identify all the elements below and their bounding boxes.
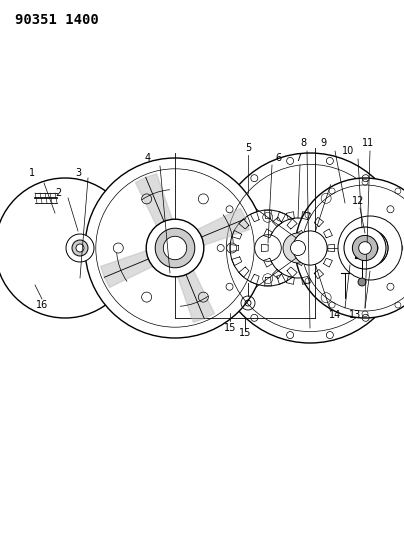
Text: 3: 3 <box>75 168 81 178</box>
Polygon shape <box>101 251 153 287</box>
Circle shape <box>163 236 187 260</box>
Text: 15: 15 <box>239 328 251 338</box>
Text: 12: 12 <box>352 196 364 206</box>
Circle shape <box>85 158 265 338</box>
Bar <box>298 238 345 258</box>
Text: 2: 2 <box>55 188 61 198</box>
Circle shape <box>283 233 313 263</box>
Circle shape <box>215 153 404 343</box>
Circle shape <box>293 231 327 265</box>
Circle shape <box>255 235 281 261</box>
Circle shape <box>352 236 378 261</box>
Text: 7: 7 <box>295 153 301 163</box>
Polygon shape <box>178 270 215 322</box>
Circle shape <box>66 234 94 262</box>
Circle shape <box>352 230 388 266</box>
Text: 13: 13 <box>349 310 361 320</box>
Text: 5: 5 <box>245 143 251 153</box>
Circle shape <box>295 178 404 318</box>
Text: 10: 10 <box>342 146 354 156</box>
Circle shape <box>146 219 204 277</box>
Circle shape <box>344 227 386 269</box>
Text: 90351 1400: 90351 1400 <box>15 13 99 27</box>
Circle shape <box>76 244 84 252</box>
Text: 14: 14 <box>329 310 341 320</box>
Text: 11: 11 <box>362 138 374 148</box>
Circle shape <box>268 218 328 278</box>
Circle shape <box>362 240 378 256</box>
Text: 4: 4 <box>145 153 151 163</box>
Text: 9: 9 <box>320 138 326 148</box>
Circle shape <box>357 235 383 261</box>
Circle shape <box>338 216 402 280</box>
Circle shape <box>290 240 305 255</box>
Text: 8: 8 <box>300 138 306 148</box>
Circle shape <box>72 240 88 256</box>
Circle shape <box>230 210 306 286</box>
Circle shape <box>340 218 400 278</box>
Text: 16: 16 <box>36 300 48 310</box>
Circle shape <box>0 178 135 318</box>
Circle shape <box>358 278 366 286</box>
Circle shape <box>359 241 371 254</box>
Circle shape <box>155 228 195 268</box>
Text: 15: 15 <box>224 323 236 333</box>
Text: 1: 1 <box>29 168 35 178</box>
Text: 6: 6 <box>275 153 281 163</box>
Polygon shape <box>197 208 249 245</box>
Polygon shape <box>135 174 173 226</box>
Circle shape <box>346 224 394 272</box>
